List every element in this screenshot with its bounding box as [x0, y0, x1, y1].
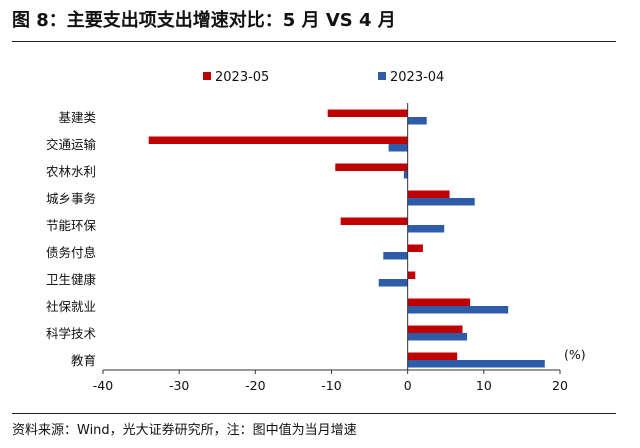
bar-2023-04 [407, 198, 475, 206]
legend-swatch-2023-04 [378, 72, 386, 80]
source-note: 资料来源：Wind，光大证券研究所，注：图中值为当月增速 [12, 423, 357, 438]
category-label: 基建类 [58, 110, 96, 125]
bar-2023-05 [148, 136, 408, 144]
bar-2023-04 [407, 117, 427, 125]
bar-2023-05 [335, 163, 408, 171]
title-divider [12, 41, 616, 42]
x-tick-label: 10 [476, 378, 492, 393]
legend-label-2023-05: 2023-05 [215, 70, 269, 85]
bar-2023-05 [407, 244, 423, 252]
bar-2023-05 [407, 352, 458, 360]
x-tick-label: -40 [93, 378, 113, 393]
bar-2023-05 [407, 325, 463, 333]
bar-2023-04 [388, 144, 408, 152]
legend-label-2023-04: 2023-04 [390, 70, 444, 85]
unit-label: (%) [564, 347, 586, 362]
bar-2023-04 [407, 333, 468, 341]
legend-swatch-2023-05 [203, 72, 211, 80]
category-label: 农林水利 [46, 164, 96, 179]
bar-2023-05 [327, 109, 408, 117]
x-tick-label: 0 [404, 378, 412, 393]
category-label: 社保就业 [46, 299, 96, 314]
bar-2023-05 [407, 271, 416, 279]
bar-2023-04 [407, 306, 509, 314]
bar-2023-05 [407, 190, 450, 198]
bar-2023-04 [407, 225, 445, 233]
x-tick-label: 20 [552, 378, 568, 393]
bar-2023-04 [403, 171, 408, 179]
x-tick-label: -30 [169, 378, 189, 393]
chart-title: 图 8：主要支出项支出增速对比：5 月 VS 4 月 [12, 10, 396, 31]
x-tick-label: -10 [321, 378, 341, 393]
bar-2023-05 [340, 217, 408, 225]
bars-layer [148, 109, 545, 368]
category-label: 卫生健康 [46, 272, 97, 287]
category-label: 交通运输 [46, 137, 97, 152]
bar-chart: 2023-05 2023-04 基建类交通运输农林水利城乡事务节能环保债务付息卫生… [46, 70, 586, 393]
category-label: 城乡事务 [46, 191, 96, 206]
source-divider [12, 413, 616, 414]
x-tick-label: -20 [245, 378, 265, 393]
category-label: 教育 [71, 353, 96, 368]
category-label: 科学技术 [46, 326, 97, 341]
chart-legend: 2023-05 2023-04 [203, 70, 444, 85]
bar-2023-04 [378, 279, 408, 287]
category-label: 节能环保 [46, 218, 97, 233]
bar-2023-04 [407, 360, 545, 368]
bar-2023-04 [383, 252, 408, 260]
bar-2023-05 [407, 298, 471, 306]
category-label: 债务付息 [46, 245, 96, 260]
x-axis: -40 -30 -20 -10 0 10 20 [93, 103, 568, 393]
